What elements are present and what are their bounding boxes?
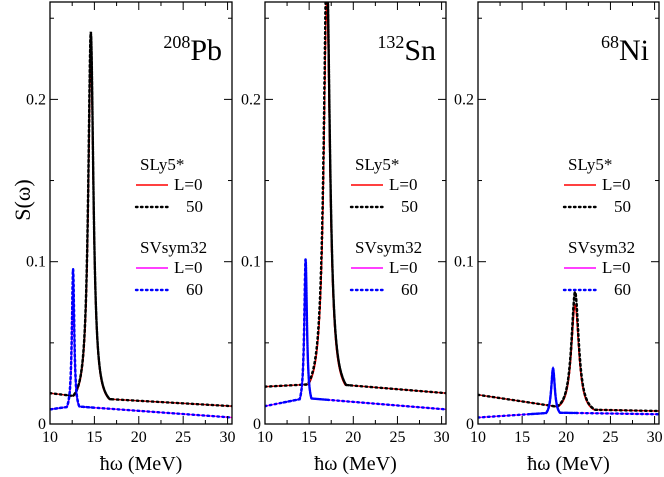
series-sly5-l50-peak bbox=[551, 290, 599, 412]
series-sly5-l50 bbox=[50, 32, 232, 408]
series-sly5-l50 bbox=[478, 289, 659, 413]
series-sly5-l0 bbox=[50, 57, 232, 407]
x-tick-label: 25 bbox=[175, 429, 191, 446]
x-tick-label: 25 bbox=[389, 429, 405, 446]
x-tick-label: 20 bbox=[131, 429, 147, 446]
nucleus-label: 132Sn bbox=[377, 32, 436, 67]
series-sly5-l0-peak bbox=[552, 304, 598, 411]
y-tick-label: 0.2 bbox=[454, 91, 474, 108]
series-sly5-l0-peak bbox=[304, 2, 350, 386]
legend-entry-label: 50 bbox=[186, 197, 203, 216]
plot-frame bbox=[49, 1, 233, 425]
nucleus-symbol: Sn bbox=[404, 34, 436, 67]
x-tick-label: 10 bbox=[470, 429, 486, 446]
legend-entry-label: L=0 bbox=[389, 258, 417, 277]
series-svsym-l0 bbox=[265, 270, 446, 411]
legend-group-title: SLy5* bbox=[355, 155, 399, 174]
series-svsym-l60-peak bbox=[529, 366, 577, 416]
x-tick-label: 25 bbox=[602, 429, 618, 446]
x-tick-label: 10 bbox=[42, 429, 58, 446]
nucleus-mass: 68 bbox=[601, 32, 619, 52]
y-tick-label: 0 bbox=[253, 416, 261, 433]
series-svsym-l60 bbox=[50, 269, 232, 419]
legend-entry-label: 60 bbox=[186, 280, 203, 299]
series-svsym-l60-peak bbox=[282, 258, 329, 404]
legend-entry-label: L=0 bbox=[174, 175, 202, 194]
plot-frame bbox=[477, 1, 660, 425]
nucleus-symbol: Pb bbox=[190, 34, 222, 67]
y-tick-label: 0 bbox=[38, 416, 46, 433]
y-tick-label: 0.1 bbox=[26, 254, 46, 271]
legend-group-title: SVsym32 bbox=[355, 238, 422, 257]
y-tick-label: 0.1 bbox=[241, 254, 261, 271]
legend-entry-label: 60 bbox=[401, 280, 418, 299]
y-axis-label: S(ω) bbox=[10, 179, 35, 220]
legend-entry-label: L=0 bbox=[602, 175, 630, 194]
x-tick-label: 15 bbox=[86, 429, 102, 446]
y-tick-label: 0.2 bbox=[26, 91, 46, 108]
nucleus-symbol: Ni bbox=[619, 34, 649, 67]
legend-entry-label: 60 bbox=[614, 280, 631, 299]
x-tick-label: 10 bbox=[257, 429, 273, 446]
x-axis-label: ħω (MeV) bbox=[527, 453, 610, 475]
y-tick-label: 0 bbox=[466, 416, 474, 433]
nucleus-label: 208Pb bbox=[163, 32, 222, 67]
x-tick-label: 20 bbox=[558, 429, 574, 446]
series-sly5-l50-peak bbox=[303, 2, 351, 387]
nucleus-mass: 208 bbox=[163, 32, 190, 52]
nucleus-mass: 132 bbox=[377, 32, 404, 52]
plot-frame bbox=[264, 1, 447, 425]
y-tick-label: 0.2 bbox=[241, 91, 261, 108]
legend-entry-label: L=0 bbox=[174, 258, 202, 277]
series-sly5-l0-peak bbox=[68, 57, 114, 401]
legend-group-title: SVsym32 bbox=[568, 238, 635, 257]
x-tick-label: 30 bbox=[220, 429, 236, 446]
x-axis-label: ħω (MeV) bbox=[314, 453, 397, 475]
series-sly5-l50 bbox=[265, 2, 446, 395]
legend-group-title: SVsym32 bbox=[140, 238, 207, 257]
series-svsym-l60-peak bbox=[50, 268, 97, 411]
y-tick-label: 0.1 bbox=[454, 254, 474, 271]
legend-entry-label: 50 bbox=[614, 197, 631, 216]
series-sly5-l0 bbox=[478, 304, 659, 412]
legend-entry-label: L=0 bbox=[602, 258, 630, 277]
x-tick-label: 20 bbox=[345, 429, 361, 446]
legend-entry-label: 50 bbox=[401, 197, 418, 216]
nucleus-label: 68Ni bbox=[601, 32, 649, 67]
x-tick-label: 15 bbox=[514, 429, 530, 446]
x-tick-label: 30 bbox=[434, 429, 450, 446]
legend-group-title: SLy5* bbox=[568, 155, 612, 174]
legend-group-title: SLy5* bbox=[140, 155, 184, 174]
x-axis-label: ħω (MeV) bbox=[100, 453, 183, 475]
x-tick-label: 30 bbox=[647, 429, 663, 446]
x-tick-label: 15 bbox=[301, 429, 317, 446]
legend-entry-label: L=0 bbox=[389, 175, 417, 194]
